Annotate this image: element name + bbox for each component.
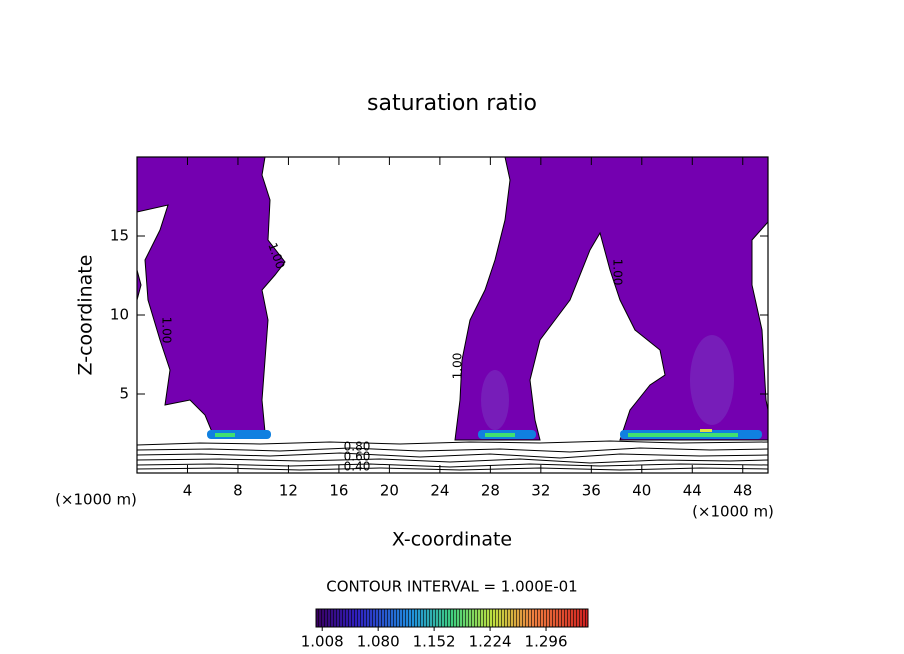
contour-label: 0.60 (344, 450, 371, 464)
colorbar-tick-label: 1.152 (413, 633, 456, 651)
contour-lines (137, 440, 768, 471)
region-streak (700, 429, 712, 432)
region-fill (137, 157, 286, 433)
colorbar-tick-label: 1.008 (301, 633, 344, 651)
region-streak (628, 433, 738, 437)
x-axis-label: X-coordinate (392, 529, 512, 551)
y-tick-label: 10 (110, 306, 129, 324)
colorbar-frame (315, 608, 589, 628)
region-streak (485, 433, 515, 437)
chart-title: saturation ratio (367, 91, 537, 116)
contour-label: 1.00 (160, 317, 174, 344)
contour-label: 0.80 (344, 440, 371, 454)
region-fill (137, 269, 142, 301)
colorbar-stripes (316, 609, 588, 627)
y-axis-label: Z-coordinate (75, 255, 97, 376)
region-shade (690, 335, 734, 425)
x-tick-label: 28 (481, 482, 500, 500)
x-tick-label: 36 (582, 482, 601, 500)
x-tick-label: 20 (380, 482, 399, 500)
contour-interval: CONTOUR INTERVAL = 1.000E-01 (326, 578, 577, 596)
x-tick-label: 40 (632, 482, 651, 500)
contour-label: 1.00 (611, 259, 625, 286)
x-unit-label: (×1000 m) (55, 491, 137, 509)
y-tick-label: 15 (110, 227, 129, 245)
colorbar-tick-label: 1.080 (357, 633, 400, 651)
x-tick-label: 8 (233, 482, 243, 500)
x-tick-label: 24 (430, 482, 449, 500)
x-tick-label: 16 (329, 482, 348, 500)
x-tick-label: 4 (183, 482, 193, 500)
contour-label: 0.40 (344, 460, 371, 474)
x-tick-label: 44 (683, 482, 702, 500)
x-unit-label: (×1000 m) (692, 503, 774, 521)
x-tick-label: 48 (733, 482, 752, 500)
x-tick-label: 32 (531, 482, 550, 500)
contour-field (137, 157, 768, 471)
region-fill (454, 157, 768, 441)
contour-label: 1.00 (451, 353, 465, 380)
x-tick-label: 12 (279, 482, 298, 500)
region-shade (481, 370, 509, 430)
colorbar-tick-label: 1.296 (525, 633, 568, 651)
colorbar-tick-label: 1.224 (469, 633, 512, 651)
y-tick-label: 5 (119, 385, 129, 403)
region-streak (215, 433, 235, 437)
